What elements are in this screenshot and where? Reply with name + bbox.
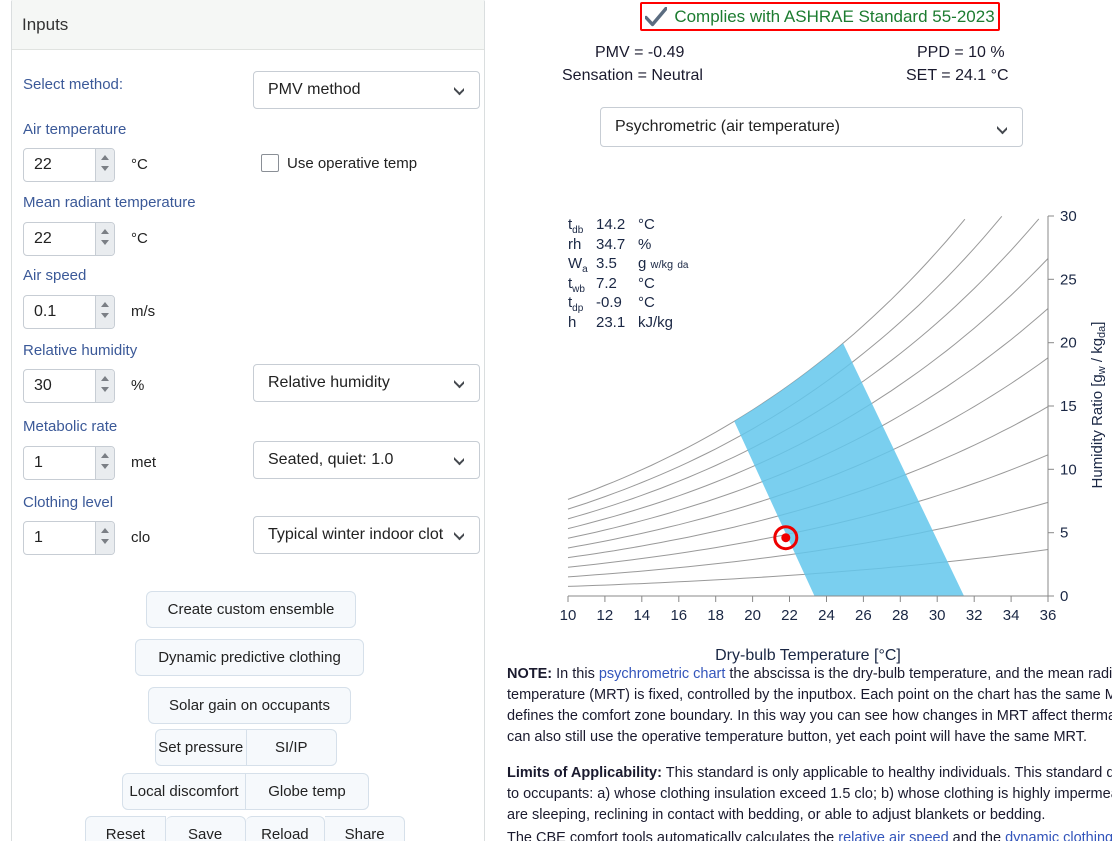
svg-text:Dry-bulb Temperature [°C]: Dry-bulb Temperature [°C]: [715, 647, 901, 664]
svg-text:Humidity Ratio [gw / kgda]: Humidity Ratio [gw / kgda]: [1089, 322, 1108, 489]
svg-text:30: 30: [1060, 208, 1077, 225]
svg-text:15: 15: [1060, 398, 1077, 415]
svg-text:32: 32: [966, 607, 983, 624]
svg-text:36: 36: [1040, 607, 1057, 624]
svg-text:20: 20: [1060, 335, 1077, 352]
svg-text:10: 10: [560, 607, 577, 624]
svg-text:0: 0: [1060, 588, 1068, 605]
svg-text:30: 30: [929, 607, 946, 624]
svg-text:24: 24: [818, 607, 835, 624]
svg-text:12: 12: [597, 607, 614, 624]
svg-text:18: 18: [707, 607, 724, 624]
svg-text:25: 25: [1060, 271, 1077, 288]
svg-text:5: 5: [1060, 525, 1068, 542]
svg-text:22: 22: [781, 607, 798, 624]
svg-text:10: 10: [1060, 461, 1077, 478]
svg-text:34: 34: [1003, 607, 1020, 624]
svg-text:28: 28: [892, 607, 909, 624]
svg-text:26: 26: [855, 607, 872, 624]
svg-text:20: 20: [744, 607, 761, 624]
svg-text:14: 14: [633, 607, 650, 624]
svg-text:16: 16: [670, 607, 687, 624]
